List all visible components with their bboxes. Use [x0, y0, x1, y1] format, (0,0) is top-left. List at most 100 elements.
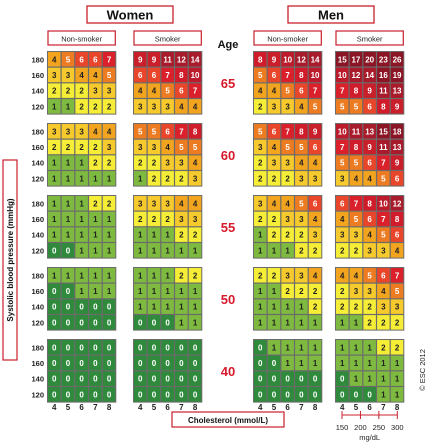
chol-tick-women_smoker-5: 5	[152, 403, 157, 412]
cell-65-women_nonsmoker-r1-c3	[89, 67, 102, 83]
sbp-label-55-140: 140	[31, 231, 44, 240]
cell-55-women_nonsmoker-r3-c1	[61, 243, 75, 258]
cell-value-40-men_nonsmoker-r2-c0: 0	[258, 375, 263, 384]
cell-50-women_smoker-r3-c3	[175, 315, 188, 330]
cell-40-men_smoker-r2-c4	[390, 371, 404, 386]
cell-60-women_smoker-r0-c3	[175, 124, 188, 139]
cell-value-65-women_nonsmoker-r1-c3: 4	[93, 71, 98, 80]
cell-55-men_smoker-r0-c3	[377, 196, 390, 211]
cell-50-women_nonsmoker-r2-c3	[89, 299, 102, 314]
cell-value-50-men_smoker-r1-c3: 4	[381, 287, 386, 296]
cell-value-65-women_smoker-r1-c2: 7	[165, 71, 170, 80]
cell-60-women_nonsmoker-r2-c0	[48, 155, 61, 170]
cell-50-men_smoker-r1-c0	[336, 283, 349, 299]
cell-value-55-men_smoker-r0-c4: 12	[393, 199, 402, 208]
cell-value-65-women_nonsmoker-r2-c0: 2	[52, 87, 57, 96]
cell-value-40-women_smoker-r3-c3: 0	[179, 390, 184, 399]
cell-value-60-men_smoker-r0-c0: 10	[338, 127, 347, 136]
cell-value-40-women_smoker-r2-c2: 0	[165, 375, 170, 384]
cell-60-women_nonsmoker-r1-c2	[75, 139, 88, 155]
cell-50-men_nonsmoker-r2-c2	[281, 299, 294, 314]
header-men_nonsmoker-box	[253, 30, 322, 46]
cell-value-50-women_nonsmoker-r2-c1: 0	[66, 303, 71, 312]
cell-40-men_smoker-r1-c3	[377, 355, 390, 371]
cell-65-men_smoker-r1-c0	[336, 67, 349, 83]
cell-value-60-men_smoker-r1-c2: 9	[367, 143, 372, 152]
cell-40-men_nonsmoker-r1-c4	[308, 355, 322, 371]
cell-65-men_smoker-r0-c3	[377, 52, 390, 67]
sbp-label-55-120: 120	[31, 246, 44, 255]
cell-value-40-women_nonsmoker-r3-c3: 0	[93, 390, 98, 399]
cell-value-50-women_smoker-r2-c3: 1	[179, 303, 184, 312]
cell-value-60-men_nonsmoker-r3-c4: 3	[313, 174, 318, 183]
cell-40-men_nonsmoker-r3-c0	[254, 387, 267, 402]
cell-40-men_smoker-r3-c1	[349, 387, 363, 402]
cell-60-men_smoker-r3-c1	[349, 171, 363, 186]
cell-40-men_smoker-r0-c0	[336, 340, 349, 355]
cell-55-women_nonsmoker-r2-c0	[48, 227, 61, 242]
cell-50-women_nonsmoker-r0-c2	[75, 268, 88, 283]
cell-55-men_smoker-r2-c3	[377, 227, 390, 242]
cell-50-men_nonsmoker-r0-c2	[281, 268, 294, 283]
cell-value-55-women_nonsmoker-r1-c1: 1	[66, 215, 71, 224]
cell-60-women_smoker-r3-c1	[147, 171, 161, 186]
cell-60-women_nonsmoker-r0-c1	[61, 124, 75, 139]
cell-60-women_nonsmoker-r3-c3	[89, 171, 102, 186]
cell-value-65-women_nonsmoker-r0-c0: 4	[52, 55, 57, 64]
cell-value-55-women_smoker-r0-c2: 3	[165, 199, 170, 208]
cell-55-men_nonsmoker-r0-c0	[254, 196, 267, 211]
cell-value-65-men_nonsmoker-r0-c1: 9	[272, 55, 277, 64]
cell-55-men_nonsmoker-r3-c1	[267, 243, 281, 258]
cell-value-65-women_nonsmoker-r0-c2: 6	[79, 55, 84, 64]
cell-value-55-women_nonsmoker-r1-c3: 1	[93, 215, 98, 224]
cell-50-women_smoker-r0-c1	[147, 268, 161, 283]
chol-tick-men_nonsmoker-4: 4	[258, 403, 263, 412]
cell-60-men_smoker-r0-c0	[336, 124, 349, 139]
cell-60-men_smoker-r0-c1	[349, 124, 363, 139]
cell-55-men_nonsmoker-r3-c3	[295, 243, 308, 258]
cell-55-men_smoker-r0-c1	[349, 196, 363, 211]
cell-value-50-men_smoker-r1-c2: 3	[367, 287, 372, 296]
cell-value-60-men_smoker-r2-c0: 5	[340, 159, 345, 168]
cell-40-men_nonsmoker-r3-c1	[267, 387, 281, 402]
cell-60-men_nonsmoker-r2-c4	[308, 155, 322, 170]
header-men-box	[287, 5, 375, 24]
cell-value-50-women_smoker-r3-c1: 0	[152, 318, 157, 327]
cell-60-women_smoker-r0-c1	[147, 124, 161, 139]
cell-value-65-men_nonsmoker-r2-c0: 4	[258, 87, 263, 96]
cell-value-40-men_nonsmoker-r1-c3: 1	[299, 359, 304, 368]
cell-55-women_smoker-r1-c3	[175, 211, 188, 227]
cell-value-60-men_nonsmoker-r1-c4: 6	[313, 143, 318, 152]
cell-value-40-women_nonsmoker-r2-c3: 0	[93, 375, 98, 384]
cell-50-women_smoker-r0-c2	[161, 268, 174, 283]
cell-60-men_nonsmoker-r0-c4	[308, 124, 322, 139]
cell-value-40-men_nonsmoker-r1-c0: 0	[258, 359, 263, 368]
cell-40-men_nonsmoker-r0-c1	[267, 340, 281, 355]
cell-65-women_smoker-r0-c3	[175, 52, 188, 67]
cell-value-65-women_smoker-r3-c3: 4	[179, 102, 184, 111]
cell-value-40-men_nonsmoker-r2-c4: 0	[313, 375, 318, 384]
cell-value-50-men_nonsmoker-r1-c4: 2	[313, 287, 318, 296]
cell-65-men_nonsmoker-r0-c0	[254, 52, 267, 67]
cell-65-women_smoker-r1-c2	[161, 67, 174, 83]
sbp-label-40-180: 180	[31, 343, 44, 352]
cell-value-55-women_smoker-r3-c4: 1	[193, 246, 198, 255]
cell-65-men_smoker-r3-c0	[336, 99, 349, 114]
cell-40-men_nonsmoker-r2-c4	[308, 371, 322, 386]
cell-55-men_smoker-r2-c0	[336, 227, 349, 242]
cell-40-men_nonsmoker-r1-c1	[267, 355, 281, 371]
cell-value-60-women_nonsmoker-r2-c4: 2	[107, 159, 112, 168]
cell-value-40-men_nonsmoker-r0-c0: 0	[258, 343, 263, 352]
sbp-label-65-160: 160	[31, 71, 44, 80]
cell-value-60-men_smoker-r0-c3: 15	[379, 127, 388, 136]
xlabel-box	[171, 411, 285, 428]
cell-55-women_smoker-r3-c3	[175, 243, 188, 258]
cell-40-women_nonsmoker-r1-c1	[61, 355, 75, 371]
cell-value-50-women_nonsmoker-r1-c3: 1	[93, 287, 98, 296]
cell-40-women_nonsmoker-r1-c3	[89, 355, 102, 371]
cell-value-40-men_nonsmoker-r0-c4: 1	[313, 343, 318, 352]
cell-50-men_nonsmoker-r3-c0	[254, 315, 267, 330]
cell-value-50-women_nonsmoker-r1-c0: 0	[52, 287, 57, 296]
cell-60-men_nonsmoker-r0-c0	[254, 124, 267, 139]
cell-55-men_smoker-r1-c3	[377, 211, 390, 227]
